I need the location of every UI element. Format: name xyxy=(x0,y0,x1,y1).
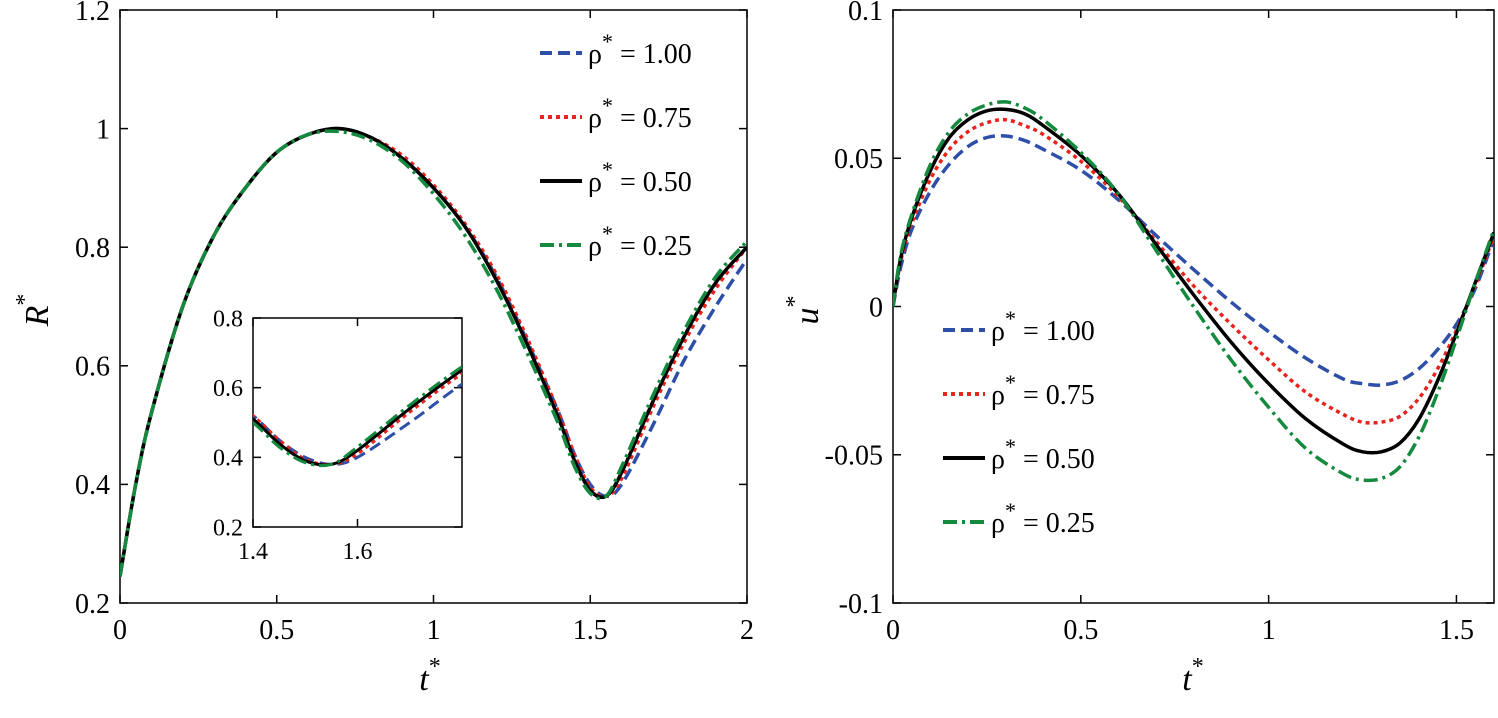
right-ytick-label: -0.1 xyxy=(839,589,883,620)
right-series-line-3 xyxy=(893,100,1494,483)
right-xtick-label: 1.5 xyxy=(1439,615,1474,646)
left-legend-label: ρ* = 1.00 xyxy=(588,29,692,70)
right-ytick-label: 0.05 xyxy=(834,144,883,175)
right-series xyxy=(893,100,1494,483)
left-legend-label: ρ* = 0.25 xyxy=(588,221,692,262)
left-y-label: R* xyxy=(12,294,56,328)
left-inset: 1.4 1.6 0.2 0.4 0.6 0.8 xyxy=(213,306,463,565)
left-ytick-label: 1 xyxy=(96,114,110,145)
inset-ytick-label: 0.2 xyxy=(213,515,243,541)
left-xtick-label: 1.5 xyxy=(573,615,608,646)
right-legend-label: ρ* = 0.75 xyxy=(991,370,1095,411)
left-xtick-label: 0.5 xyxy=(259,615,294,646)
inset-ytick-label: 0.6 xyxy=(213,376,243,402)
inset-xtick-label: 1.6 xyxy=(343,539,373,565)
inset-series-line-0 xyxy=(253,382,462,466)
left-legend-item: ρ* = 0.25 xyxy=(540,221,692,262)
left-ytick-label: 0.4 xyxy=(75,470,110,501)
inset-frame xyxy=(252,317,463,528)
inset-ticks: 1.4 1.6 0.2 0.4 0.6 0.8 xyxy=(213,306,462,565)
inset-xtick-label: 1.4 xyxy=(238,539,268,565)
right-xtick-label: 0 xyxy=(886,615,900,646)
right-y-label: u* xyxy=(782,296,826,325)
left-ticks: 0 0.5 1 1.5 2 0.2 0.4 0.6 0.8 1 1.2 xyxy=(75,0,754,646)
left-ytick-label: 0.6 xyxy=(75,352,110,383)
right-x-label: t* xyxy=(1182,654,1203,698)
right-ytick-label: -0.05 xyxy=(825,441,883,472)
left-legend-label: ρ* = 0.75 xyxy=(588,93,692,134)
right-legend-item: ρ* = 0.75 xyxy=(943,370,1095,411)
left-series xyxy=(120,126,747,577)
inset-ytick-label: 0.4 xyxy=(213,446,243,472)
right-xtick-label: 0.5 xyxy=(1063,615,1098,646)
right-chart: 0 0.5 1 1.5 -0.1 -0.05 0 0.05 0.1 t* u* ρ* = 1.0… xyxy=(782,0,1495,698)
right-ytick-label: 0 xyxy=(869,292,883,323)
left-ytick-label: 0.2 xyxy=(75,589,110,620)
right-series-line-1 xyxy=(893,117,1494,425)
left-xtick-label: 2 xyxy=(740,615,754,646)
left-legend: ρ* = 1.00 ρ* = 0.75 ρ* = 0.50 ρ* = 0.25 xyxy=(540,29,692,262)
right-legend-label: ρ* = 0.50 xyxy=(991,434,1095,475)
left-ytick-label: 1.2 xyxy=(75,0,110,27)
right-xtick-label: 1 xyxy=(1262,615,1276,646)
right-ytick-label: 0.1 xyxy=(848,0,883,27)
right-legend-item: ρ* = 0.25 xyxy=(943,498,1095,539)
inset-series xyxy=(253,364,462,468)
left-xtick-label: 0 xyxy=(113,615,127,646)
right-legend-label: ρ* = 1.00 xyxy=(991,306,1095,347)
left-legend-item: ρ* = 1.00 xyxy=(540,29,692,70)
left-legend-item: ρ* = 0.75 xyxy=(540,93,692,134)
left-xtick-label: 1 xyxy=(427,615,441,646)
right-ticks: 0 0.5 1 1.5 -0.1 -0.05 0 0.05 0.1 xyxy=(825,0,1494,646)
right-legend-item: ρ* = 1.00 xyxy=(943,306,1095,347)
right-series-line-2 xyxy=(893,107,1494,455)
right-legend-item: ρ* = 0.50 xyxy=(943,434,1095,475)
left-legend-item: ρ* = 0.50 xyxy=(540,157,692,198)
right-legend: ρ* = 1.00 ρ* = 0.75 ρ* = 0.50 ρ* = 0.25 xyxy=(943,306,1095,539)
right-legend-label: ρ* = 0.25 xyxy=(991,498,1095,539)
left-ytick-label: 0.8 xyxy=(75,233,110,264)
left-series-line-3 xyxy=(120,129,747,577)
left-x-label: t* xyxy=(419,654,440,698)
inset-ytick-label: 0.8 xyxy=(213,306,243,332)
left-chart: 0 0.5 1 1.5 2 0.2 0.4 0.6 0.8 1 1.2 1.4 1.6 0.2 0.4 0.… xyxy=(12,0,754,698)
left-legend-label: ρ* = 0.50 xyxy=(588,157,692,198)
inset-series-line-2 xyxy=(253,368,462,467)
